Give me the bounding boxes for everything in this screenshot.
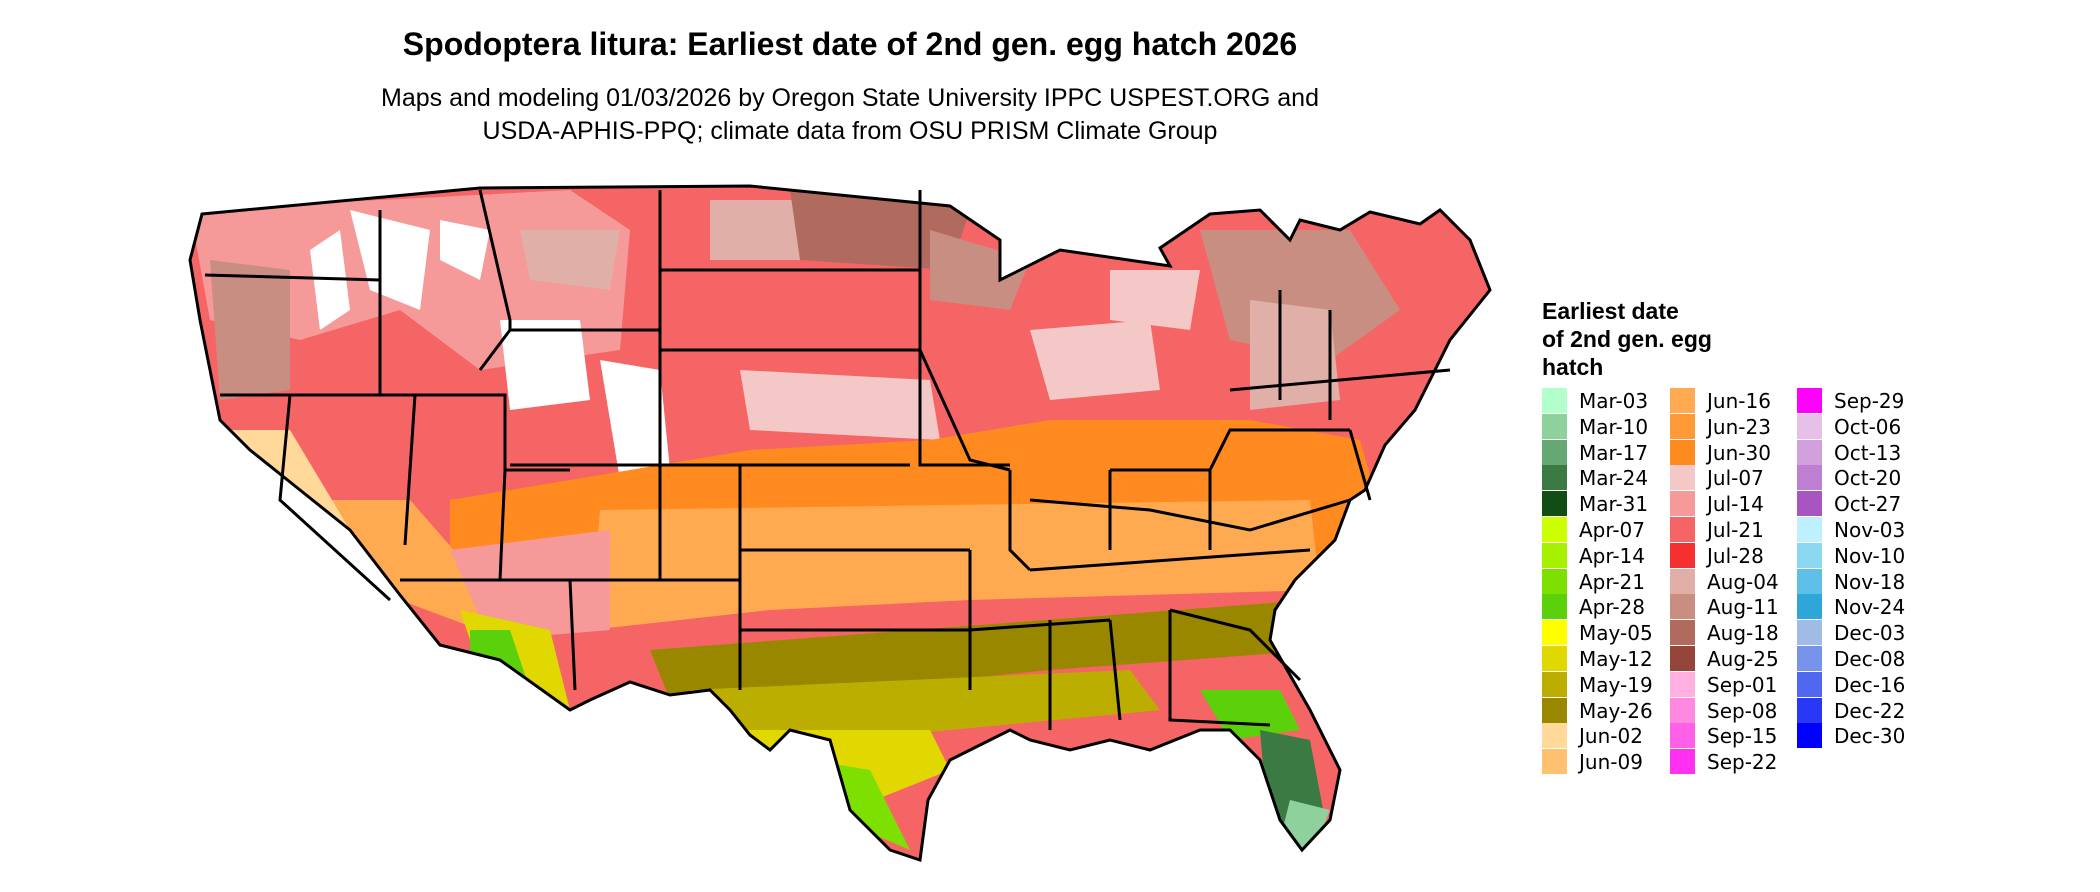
- legend-swatch: [1670, 620, 1695, 645]
- legend-label: Sep-29: [1834, 389, 1905, 413]
- legend-label: Dec-16: [1834, 673, 1906, 697]
- legend-label: Oct-27: [1834, 492, 1902, 516]
- legend-swatch: [1670, 646, 1695, 671]
- legend-swatch: [1670, 414, 1695, 439]
- legend-label: Mar-24: [1579, 466, 1649, 490]
- legend-label: Apr-28: [1579, 595, 1645, 619]
- legend-swatch: [1670, 491, 1695, 516]
- legend-label: Apr-14: [1579, 544, 1645, 568]
- legend-title-line: hatch: [1542, 354, 1604, 380]
- legend-swatch: [1670, 465, 1695, 490]
- legend-label: Jun-02: [1579, 724, 1643, 748]
- legend-label: Nov-18: [1834, 570, 1906, 594]
- legend-swatch: [1797, 698, 1822, 723]
- legend-label: Mar-03: [1579, 389, 1649, 413]
- legend-swatch: [1797, 388, 1822, 413]
- legend-swatch: [1542, 543, 1567, 568]
- legend-swatch: [1542, 465, 1567, 490]
- legend-swatch: [1670, 672, 1695, 697]
- legend-label: Oct-13: [1834, 441, 1902, 465]
- legend-swatch: [1797, 569, 1822, 594]
- legend-swatch: [1542, 698, 1567, 723]
- legend-swatch: [1797, 491, 1822, 516]
- legend-swatch: [1670, 749, 1695, 774]
- legend-label: Jun-23: [1707, 415, 1771, 439]
- legend-label: Nov-03: [1834, 518, 1906, 542]
- legend-label: Aug-11: [1707, 595, 1779, 619]
- chart-subtitle-line-1: Maps and modeling 01/03/2026 by Oregon S…: [381, 84, 1319, 112]
- legend-label: Dec-30: [1834, 724, 1906, 748]
- legend-label: Apr-07: [1579, 518, 1645, 542]
- legend-label: Sep-15: [1707, 724, 1778, 748]
- legend-swatch: [1670, 698, 1695, 723]
- legend-label: Nov-10: [1834, 544, 1906, 568]
- legend-label: Jun-09: [1579, 750, 1643, 774]
- legend-label: Sep-22: [1707, 750, 1778, 774]
- legend-title: Earliest date of 2nd gen. egg hatch: [1542, 297, 1762, 381]
- legend-swatch: [1542, 723, 1567, 748]
- legend-swatch: [1797, 517, 1822, 542]
- legend-swatch: [1542, 594, 1567, 619]
- legend-label: May-12: [1579, 647, 1653, 671]
- legend-swatch: [1542, 672, 1567, 697]
- legend-label: Jul-21: [1707, 518, 1764, 542]
- legend-label: May-26: [1579, 699, 1653, 723]
- legend-swatch: [1670, 388, 1695, 413]
- legend-label: Dec-22: [1834, 699, 1906, 723]
- legend-title-line: Earliest date: [1542, 298, 1679, 324]
- legend-label: Jul-28: [1707, 544, 1764, 568]
- legend-swatch: [1670, 594, 1695, 619]
- legend-label: Aug-04: [1707, 570, 1779, 594]
- legend-swatch: [1542, 414, 1567, 439]
- legend-swatch: [1797, 594, 1822, 619]
- legend-label: May-05: [1579, 621, 1653, 645]
- legend-swatch: [1797, 414, 1822, 439]
- legend-label: Aug-18: [1707, 621, 1779, 645]
- legend-swatch: [1542, 440, 1567, 465]
- legend-label: Oct-20: [1834, 466, 1902, 490]
- legend-swatch: [1542, 749, 1567, 774]
- legend-swatch: [1670, 569, 1695, 594]
- legend-swatch: [1797, 672, 1822, 697]
- legend-swatch: [1542, 517, 1567, 542]
- legend-label: Apr-21: [1579, 570, 1645, 594]
- legend-swatch: [1797, 620, 1822, 645]
- legend-label: Jun-16: [1707, 389, 1771, 413]
- legend-swatch: [1797, 723, 1822, 748]
- legend-swatch: [1670, 517, 1695, 542]
- legend-swatch: [1797, 646, 1822, 671]
- chart-subtitle-line-2: USDA-APHIS-PPQ; climate data from OSU PR…: [482, 117, 1218, 145]
- legend-label: Mar-10: [1579, 415, 1649, 439]
- legend-swatch: [1542, 569, 1567, 594]
- legend-label: Nov-24: [1834, 595, 1906, 619]
- state-boundaries: [188, 184, 1492, 862]
- legend-label: Jun-30: [1707, 441, 1771, 465]
- legend-title-line: of 2nd gen. egg: [1542, 326, 1712, 352]
- legend-swatch: [1797, 465, 1822, 490]
- legend-swatch: [1542, 388, 1567, 413]
- legend-label: Aug-25: [1707, 647, 1779, 671]
- legend-label: Dec-03: [1834, 621, 1906, 645]
- legend-label: Oct-06: [1834, 415, 1902, 439]
- legend-label: Mar-31: [1579, 492, 1649, 516]
- legend-swatch: [1797, 440, 1822, 465]
- legend-label: May-19: [1579, 673, 1653, 697]
- legend-swatch: [1542, 491, 1567, 516]
- legend-label: Jul-14: [1707, 492, 1764, 516]
- legend-swatch: [1670, 440, 1695, 465]
- legend-swatch: [1670, 543, 1695, 568]
- legend-swatch: [1670, 723, 1695, 748]
- legend-label: Sep-01: [1707, 673, 1778, 697]
- legend-label: Dec-08: [1834, 647, 1906, 671]
- legend-label: Mar-17: [1579, 441, 1649, 465]
- chart-title: Spodoptera litura: Earliest date of 2nd …: [402, 26, 1298, 62]
- legend-label: Jul-07: [1707, 466, 1764, 490]
- legend-swatch: [1797, 543, 1822, 568]
- us-choropleth-map: [188, 184, 1492, 862]
- legend-swatch: [1542, 646, 1567, 671]
- legend-swatch: [1542, 620, 1567, 645]
- legend-label: Sep-08: [1707, 699, 1778, 723]
